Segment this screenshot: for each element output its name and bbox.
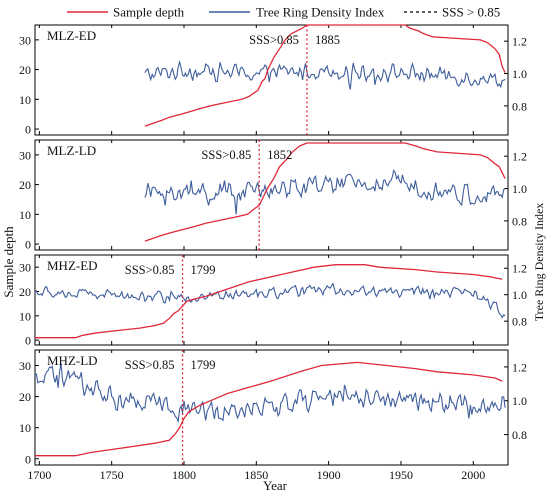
panel-title: MLZ-LD xyxy=(47,143,96,158)
depth-series-line xyxy=(144,142,506,242)
x-tick-label: 1700 xyxy=(27,468,51,482)
y-left-tick-label: 10 xyxy=(19,208,31,222)
panel-frame xyxy=(34,254,509,346)
y-right-tick-label: 1.2 xyxy=(512,150,527,164)
sss-annotation-year: 1852 xyxy=(267,148,292,162)
y-left-tick-label: 10 xyxy=(19,93,31,107)
y-left-tick-label: 20 xyxy=(19,63,31,77)
y-right-tick-label: 1.0 xyxy=(512,288,527,302)
y-right-tick-label: 0.8 xyxy=(512,428,527,442)
x-tick-label: 1950 xyxy=(389,468,413,482)
index-series-line xyxy=(34,363,506,424)
y-right-tick-label: 1.0 xyxy=(512,394,527,408)
legend: Sample depth Tree Ring Density Index SSS… xyxy=(67,5,500,20)
y-right-axis-title: Tree Ring Density Index xyxy=(532,203,546,322)
legend-depth-label: Sample depth xyxy=(113,5,185,20)
index-series-line xyxy=(144,60,506,90)
x-tick-label: 2000 xyxy=(461,468,485,482)
y-right-tick-label: 1.2 xyxy=(512,262,527,276)
y-right-tick-label: 1.2 xyxy=(512,35,527,49)
x-axis-title: Year xyxy=(263,478,288,493)
y-left-tick-label: 30 xyxy=(19,33,31,47)
y-left-tick-label: 20 xyxy=(19,178,31,192)
y-left-tick-label: 0 xyxy=(25,238,31,252)
y-left-tick-label: 0 xyxy=(25,452,31,466)
y-left-tick-label: 30 xyxy=(19,359,31,373)
x-tick-label: 1850 xyxy=(244,468,268,482)
y-left-tick-label: 20 xyxy=(19,390,31,404)
panel-title: MLZ-ED xyxy=(47,28,96,43)
panel-mhz-ld: 0 10 20 30 0.8 1.0 1.2 1700 1750 1800 1850 1900 1950… xyxy=(19,349,527,482)
depth-series-line xyxy=(144,24,506,127)
y-right-tick-label: 0.8 xyxy=(512,214,527,228)
panel-frame xyxy=(34,139,509,251)
legend-sss-label: SSS > 0.85 xyxy=(442,5,500,20)
panel-title: MHZ-ED xyxy=(47,258,98,273)
y-right-tick-label: 0.8 xyxy=(512,315,527,329)
y-right-tick-label: 1.0 xyxy=(512,182,527,196)
x-tick-label: 1900 xyxy=(317,468,341,482)
y-left-tick-label: 10 xyxy=(19,421,31,435)
y-left-tick-label: 0 xyxy=(25,123,31,137)
panel-mlz-ld: 0 10 20 30 0.8 1.0 1.2 MLZ-LD SSS>0.85 1852 xyxy=(19,139,527,252)
sss-annotation-label: SSS>0.85 xyxy=(125,358,175,372)
y-left-tick-label: 30 xyxy=(19,261,31,275)
depth-series-line xyxy=(35,361,503,457)
panel-mhz-ed: 0 10 20 30 0.8 1.0 1.2 MHZ-ED SSS>0.85 1799 xyxy=(19,254,527,348)
sss-annotation-year: 1799 xyxy=(191,358,216,372)
y-left-axis-title: Sample depth xyxy=(1,226,16,298)
y-left-tick-label: 0 xyxy=(25,334,31,348)
depth-series-line xyxy=(35,264,503,339)
x-tick-label: 1750 xyxy=(100,468,124,482)
legend-index-label: Tree Ring Density Index xyxy=(256,5,385,20)
sss-annotation-label: SSS>0.85 xyxy=(201,148,251,162)
index-series-line xyxy=(144,169,506,215)
y-right-tick-label: 0.8 xyxy=(512,99,527,113)
panel-frame xyxy=(34,24,509,136)
y-left-tick-label: 30 xyxy=(19,148,31,162)
y-left-tick-label: 20 xyxy=(19,285,31,299)
sss-annotation-label: SSS>0.85 xyxy=(249,33,299,47)
panel-frame xyxy=(34,349,509,466)
y-right-tick-label: 1.2 xyxy=(512,360,527,374)
sss-annotation-label: SSS>0.85 xyxy=(125,263,175,277)
x-tick-label: 1800 xyxy=(172,468,196,482)
panels: 0 10 20 30 0.8 1.0 1.2 MLZ-ED SSS>0.85 1885 0 10 20 3… xyxy=(19,24,527,482)
panel-title: MHZ-LD xyxy=(47,353,98,368)
y-left-tick-label: 10 xyxy=(19,309,31,323)
y-right-tick-label: 1.0 xyxy=(512,67,527,81)
sss-annotation-year: 1885 xyxy=(315,33,340,47)
index-series-line xyxy=(34,282,506,319)
panel-mlz-ed: 0 10 20 30 0.8 1.0 1.2 MLZ-ED SSS>0.85 1885 xyxy=(19,24,527,137)
sss-annotation-year: 1799 xyxy=(191,263,216,277)
